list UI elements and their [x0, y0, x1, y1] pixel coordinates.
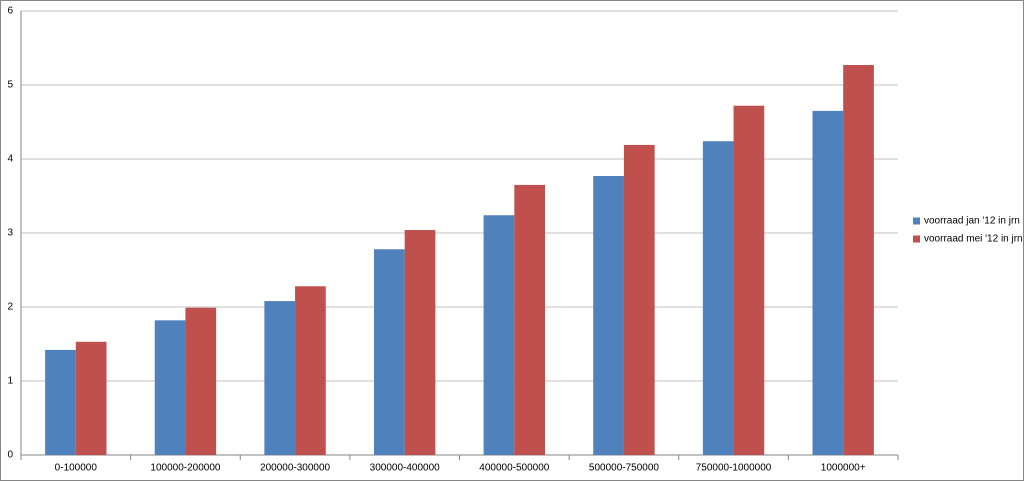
bar [264, 301, 296, 455]
bar [404, 230, 436, 455]
legend-swatch [913, 217, 920, 225]
legend-swatch [913, 235, 920, 243]
bar [812, 110, 844, 456]
bar [295, 286, 326, 455]
bar [45, 349, 76, 455]
x-tick-label: 750000-1000000 [696, 463, 772, 474]
y-tick-label: 2 [7, 302, 13, 313]
x-tick-label: 0-100000 [55, 463, 98, 474]
bar [593, 176, 624, 455]
y-tick-label: 6 [7, 6, 13, 17]
bar [75, 341, 107, 455]
y-tick-label: 3 [7, 228, 13, 239]
bar [623, 144, 655, 455]
y-tick-label: 1 [7, 376, 13, 387]
x-tick-label: 500000-750000 [589, 463, 660, 474]
bar [154, 320, 186, 455]
bar [843, 65, 874, 456]
x-tick-label: 200000-300000 [260, 463, 331, 474]
bar [514, 184, 546, 455]
bar [702, 141, 734, 456]
legend-label: voorraad mei '12 in jrn [924, 234, 1023, 245]
x-tick-label: 300000-400000 [370, 463, 441, 474]
y-tick-label: 0 [7, 450, 13, 461]
bar [185, 307, 217, 455]
x-tick-label: 1000000+ [821, 463, 866, 474]
bar [733, 105, 765, 455]
bar [483, 215, 515, 455]
legend-label: voorraad jan '12 in jrn [924, 216, 1020, 227]
x-tick-label: 400000-500000 [479, 463, 550, 474]
y-tick-label: 4 [7, 154, 13, 165]
x-tick-label: 100000-200000 [150, 463, 221, 474]
y-tick-label: 5 [7, 80, 13, 91]
bar [373, 249, 405, 455]
